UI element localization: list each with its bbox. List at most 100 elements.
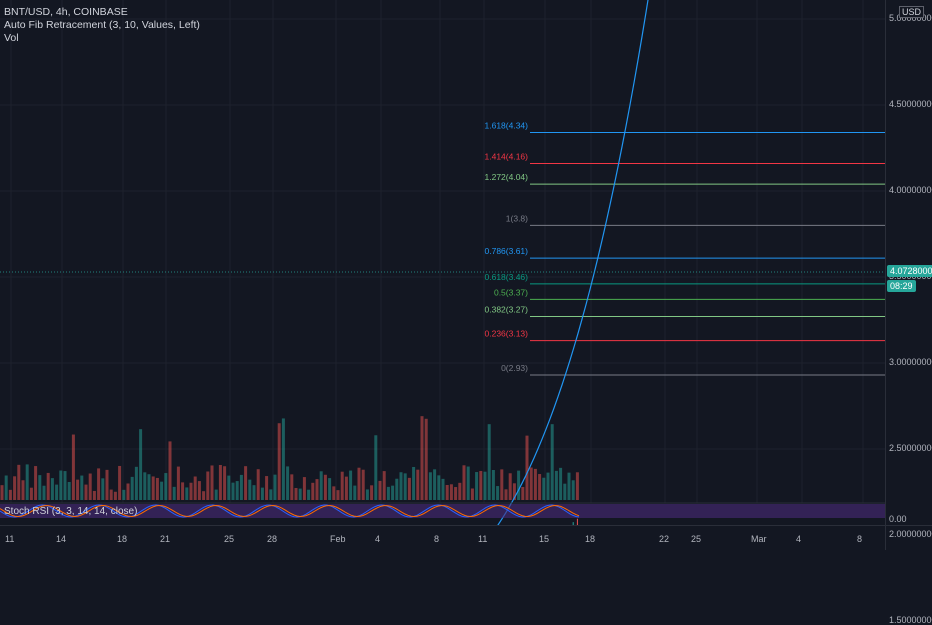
time-axis-label: 14 bbox=[56, 534, 67, 544]
volume-bar bbox=[302, 477, 306, 500]
time-axis-label: 18 bbox=[117, 534, 128, 544]
volume-bar bbox=[575, 472, 579, 500]
volume-bar bbox=[391, 485, 395, 500]
volume-bar bbox=[420, 416, 424, 500]
volume-bar bbox=[416, 469, 420, 500]
volume-bar bbox=[223, 466, 227, 500]
price-axis-label: 3.00000000 bbox=[889, 357, 932, 367]
volume-bar bbox=[134, 466, 138, 500]
time-axis-label: 11 bbox=[478, 534, 488, 544]
countdown-tag: 08:29 bbox=[887, 280, 916, 292]
volume-bar bbox=[311, 482, 315, 500]
rsi-pane bbox=[0, 502, 885, 518]
axis-corner bbox=[885, 525, 932, 550]
volume-bar bbox=[374, 435, 378, 500]
price-axis-label: 5.00000000 bbox=[889, 13, 932, 23]
volume-bar bbox=[298, 488, 302, 500]
volume-bar bbox=[533, 468, 537, 500]
volume-bar bbox=[118, 465, 122, 500]
rsi-d-line bbox=[0, 504, 580, 518]
volume-bar bbox=[281, 418, 285, 500]
volume-bar bbox=[50, 478, 54, 500]
volume-bar bbox=[479, 470, 483, 500]
volume-bar bbox=[168, 441, 172, 500]
volume-bar bbox=[454, 487, 458, 500]
volume-bar bbox=[13, 476, 17, 500]
volume-bar bbox=[437, 475, 441, 500]
fib-level-label: 0.5(3.37) bbox=[494, 287, 528, 297]
time-axis-label: 4 bbox=[796, 534, 802, 544]
symbol-title[interactable]: BNT/USD, 4h, COINBASE bbox=[4, 6, 128, 18]
volume-bar bbox=[260, 487, 264, 500]
volume-bar bbox=[244, 466, 248, 500]
volume-bar bbox=[25, 464, 29, 500]
volume-bar bbox=[546, 472, 550, 500]
volume-bar bbox=[433, 469, 437, 500]
fib-level-label: 0.236(3.13) bbox=[485, 329, 529, 339]
volume-bars bbox=[0, 416, 579, 500]
volume-bar bbox=[538, 474, 542, 500]
price-axis[interactable]: 7.000000006.500000006.000000005.50000000… bbox=[885, 0, 932, 625]
volume-bar bbox=[55, 484, 59, 500]
volume-bar bbox=[521, 486, 525, 500]
volume-bar bbox=[269, 489, 273, 500]
time-axis-label: Feb bbox=[330, 534, 346, 544]
time-axis-label: 15 bbox=[539, 534, 550, 544]
volume-bar bbox=[181, 482, 185, 500]
price-chart[interactable]: 4.236(6.63)3.618(6.09)2.618(5.21)1.618(4… bbox=[0, 0, 885, 525]
volume-bar bbox=[361, 469, 365, 500]
volume-bar bbox=[365, 489, 369, 500]
volume-bar bbox=[214, 489, 218, 500]
volume-bar bbox=[550, 424, 554, 500]
volume-bar bbox=[336, 490, 340, 500]
fib-level-label: 0.382(3.27) bbox=[485, 305, 529, 315]
volume-bar bbox=[202, 491, 206, 500]
volume-bar bbox=[97, 468, 101, 500]
volume-bar bbox=[160, 481, 164, 500]
volume-bar bbox=[122, 489, 126, 500]
volume-bar bbox=[458, 482, 462, 500]
fib-retracement: 4.236(6.63)3.618(6.09)2.618(5.21)1.618(4… bbox=[485, 121, 885, 376]
volume-bar bbox=[441, 478, 445, 500]
volume-bar bbox=[235, 481, 239, 500]
time-axis-label: Mar bbox=[751, 534, 767, 544]
rsi-k-line bbox=[0, 504, 580, 518]
volume-bar bbox=[151, 476, 155, 500]
volume-bar bbox=[349, 470, 353, 500]
time-axis-label: 8 bbox=[434, 534, 440, 544]
volume-bar bbox=[470, 488, 474, 500]
volume-bar bbox=[155, 477, 159, 500]
volume-bar bbox=[265, 476, 269, 500]
volume-bar bbox=[227, 475, 231, 500]
chart-legend: BNT/USD, 4h, COINBASE Auto Fib Retraceme… bbox=[4, 6, 200, 45]
currency-badge[interactable]: USD bbox=[899, 6, 925, 18]
volume-bar bbox=[109, 489, 113, 500]
volume-bar bbox=[563, 483, 567, 500]
fib-indicator-label[interactable]: Auto Fib Retracement (3, 10, Values, Lef… bbox=[4, 19, 200, 31]
volume-bar bbox=[487, 424, 491, 500]
volume-bar bbox=[504, 489, 508, 500]
time-axis-label: 18 bbox=[585, 534, 596, 544]
volume-bar bbox=[424, 418, 428, 500]
volume-bar bbox=[67, 481, 71, 500]
time-axis[interactable]: 11 14 18 21 25 28 Feb 4 8 11 15 18 22 25 Mar 4 8 bbox=[0, 525, 885, 550]
volume-bar bbox=[147, 474, 151, 500]
volume-bar bbox=[143, 472, 147, 500]
volume-indicator-label[interactable]: Vol bbox=[4, 32, 19, 44]
volume-bar bbox=[231, 482, 235, 500]
volume-bar bbox=[101, 478, 105, 500]
growth-curve bbox=[497, 0, 649, 525]
fib-level-label: 1(3.8) bbox=[506, 213, 528, 223]
volume-bar bbox=[63, 471, 67, 500]
rsi-indicator-label[interactable]: Stoch RSI (3, 3, 14, 14, close) bbox=[4, 506, 138, 517]
volume-bar bbox=[210, 465, 214, 500]
fib-level-label: 1.618(4.34) bbox=[485, 121, 529, 131]
volume-bar bbox=[567, 472, 571, 500]
volume-bar bbox=[294, 487, 298, 500]
volume-bar bbox=[46, 472, 50, 500]
volume-bar bbox=[496, 486, 500, 500]
fib-level-label: 1.272(4.04) bbox=[485, 172, 529, 182]
time-axis-label: 4 bbox=[375, 534, 381, 544]
volume-bar bbox=[542, 477, 546, 500]
volume-bar bbox=[189, 482, 193, 500]
